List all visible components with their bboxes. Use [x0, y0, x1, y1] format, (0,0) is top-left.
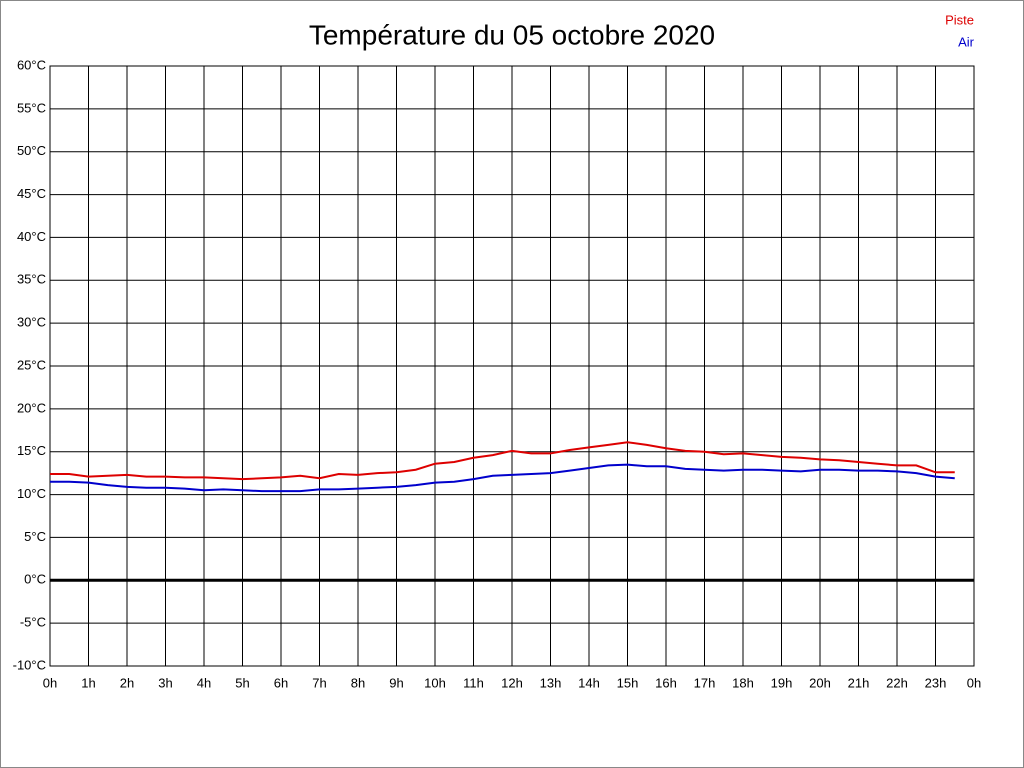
- x-tick-label: 22h: [886, 675, 908, 690]
- x-tick-label: 23h: [925, 675, 947, 690]
- y-tick-label: 5°C: [24, 529, 46, 544]
- x-tick-label: 1h: [81, 675, 95, 690]
- y-tick-label: 60°C: [17, 57, 46, 72]
- y-tick-label: 45°C: [17, 186, 46, 201]
- y-tick-label: 20°C: [17, 400, 46, 415]
- chart-title: Température du 05 octobre 2020: [309, 19, 715, 50]
- y-tick-label: 55°C: [17, 100, 46, 115]
- y-tick-label: -5°C: [20, 615, 46, 630]
- x-tick-label: 5h: [235, 675, 249, 690]
- y-tick-label: 50°C: [17, 143, 46, 158]
- y-tick-label: -10°C: [13, 657, 46, 672]
- x-tick-label: 8h: [351, 675, 365, 690]
- x-tick-label: 16h: [655, 675, 677, 690]
- x-tick-label: 3h: [158, 675, 172, 690]
- x-tick-label: 17h: [694, 675, 716, 690]
- x-tick-label: 4h: [197, 675, 211, 690]
- x-tick-label: 2h: [120, 675, 134, 690]
- x-tick-label: 0h: [43, 675, 57, 690]
- x-tick-label: 13h: [540, 675, 562, 690]
- y-tick-label: 40°C: [17, 229, 46, 244]
- x-tick-label: 7h: [312, 675, 326, 690]
- y-tick-label: 0°C: [24, 572, 46, 587]
- x-tick-label: 21h: [848, 675, 870, 690]
- legend-entry: Piste: [945, 12, 974, 27]
- y-tick-label: 35°C: [17, 272, 46, 287]
- x-tick-label: 19h: [771, 675, 793, 690]
- y-tick-label: 15°C: [17, 443, 46, 458]
- x-tick-label: 14h: [578, 675, 600, 690]
- x-tick-label: 6h: [274, 675, 288, 690]
- series-line: [50, 463, 955, 493]
- x-tick-label: 0h: [967, 675, 981, 690]
- x-tick-label: 18h: [732, 675, 754, 690]
- x-tick-label: 12h: [501, 675, 523, 690]
- x-tick-label: 15h: [617, 675, 639, 690]
- y-tick-label: 25°C: [17, 357, 46, 372]
- x-tick-label: 20h: [809, 675, 831, 690]
- x-tick-label: 11h: [463, 675, 484, 690]
- series-line: [50, 441, 955, 481]
- legend-entry: Air: [958, 34, 975, 49]
- y-tick-label: 30°C: [17, 315, 46, 330]
- y-tick-label: 10°C: [17, 486, 46, 501]
- x-tick-label: 9h: [389, 675, 403, 690]
- x-tick-label: 10h: [424, 675, 446, 690]
